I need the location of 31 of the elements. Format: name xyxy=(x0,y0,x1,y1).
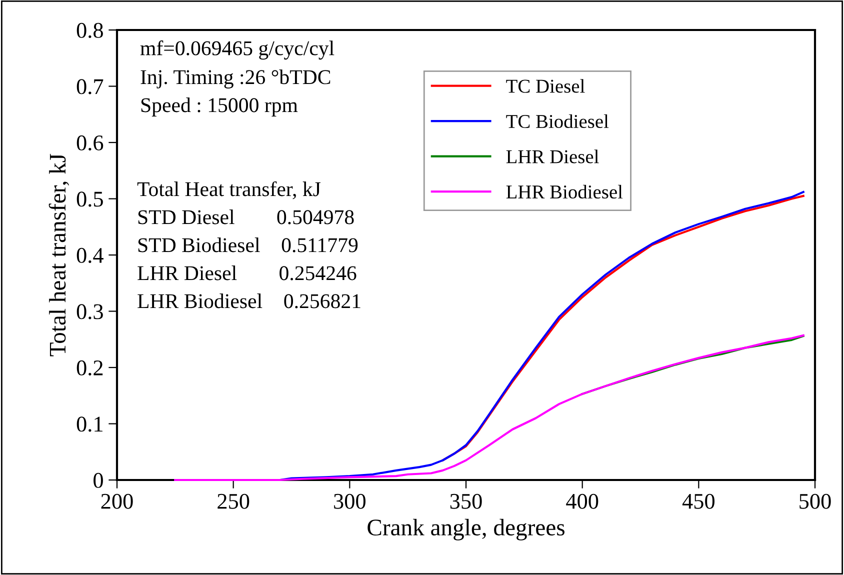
x-tick-label: 300 xyxy=(334,494,366,509)
x-tick-label: 200 xyxy=(101,494,133,509)
annotation: Inj. Timing :26 °bTDC xyxy=(140,70,330,88)
y-tick-label: 0.6 xyxy=(76,135,104,151)
x-tick-label: 400 xyxy=(566,494,598,509)
annotation: LHR Biodiesel 0.256821 xyxy=(138,294,360,308)
y-tick-label: 0.1 xyxy=(76,416,102,432)
annotation: STD Diesel 0.504978 xyxy=(138,210,354,224)
y-tick-label: 0.4 xyxy=(76,248,104,264)
x-tick-label: 250 xyxy=(218,494,250,509)
y-tick-label: 0.7 xyxy=(76,79,104,94)
annotation: STD Biodiesel 0.511779 xyxy=(138,238,358,252)
legend-label: LHR Diesel xyxy=(506,150,599,164)
annotation: mf=0.069465 g/cyc/cyl xyxy=(140,40,334,60)
x-tick-label: 450 xyxy=(682,494,714,509)
y-tick-label: 0.3 xyxy=(76,304,103,320)
y-tick-label: 0 xyxy=(94,472,103,488)
y-tick-label: 0.2 xyxy=(76,360,103,376)
x-tick-label: 350 xyxy=(450,494,482,509)
line-series xyxy=(174,334,804,482)
annotation: Speed : 15000 rpm xyxy=(141,98,298,116)
x-tick-label: 500 xyxy=(800,494,831,509)
legend-label: TC Diesel xyxy=(506,79,585,93)
legend-label: TC Biodiesel xyxy=(506,114,609,128)
y-tick-label: 0.8 xyxy=(76,22,103,38)
y-axis-title: Total heat transfer, kJ xyxy=(48,154,70,356)
legend-label: LHR Biodiesel xyxy=(506,184,623,199)
annotation: Total Heat transfer, kJ xyxy=(137,181,321,200)
y-tick-label: 0.5 xyxy=(76,192,103,207)
x-axis-title: Crank angle, degrees xyxy=(368,518,564,540)
annotation: LHR Diesel 0.254246 xyxy=(138,266,356,280)
